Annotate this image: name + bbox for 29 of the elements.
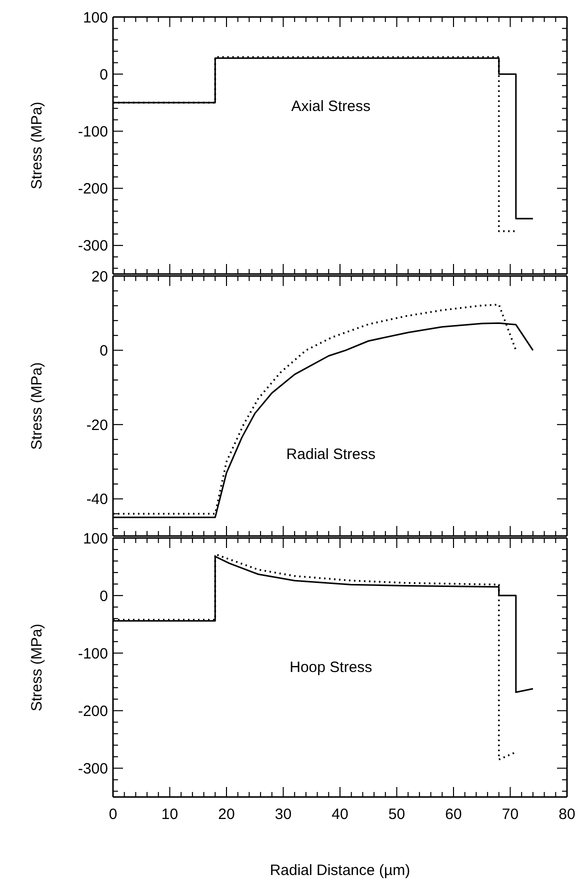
y-tick-label: -200 [78, 702, 108, 720]
x-tick-label: 80 [558, 806, 576, 823]
y-tick-label: -100 [78, 645, 108, 662]
y-tick-label: 100 [82, 530, 108, 548]
y-tick-label: 100 [82, 9, 108, 26]
x-tick-label: 50 [388, 806, 406, 823]
y-tick-label: -200 [78, 180, 108, 198]
y-tick-label: 20 [91, 268, 108, 286]
y-axis-title: Stress (MPa) [28, 624, 46, 712]
annotation: Radial Stress [285, 445, 376, 466]
x-axis-title: Radial Distance (µm) [270, 862, 410, 879]
annotation: Hoop Stress [288, 658, 374, 678]
annotation: Axial Stress [290, 96, 372, 117]
y-tick-label: -300 [78, 760, 108, 778]
y-tick-label: -40 [86, 491, 108, 508]
y-tick-label: 0 [100, 66, 108, 84]
x-tick-label: 40 [332, 806, 348, 823]
x-tick-label: 60 [445, 806, 462, 823]
y-tick-label: 0 [100, 588, 108, 605]
x-tick-label: 70 [502, 806, 519, 823]
x-tick-label: 30 [274, 806, 292, 823]
x-tick-label: 20 [218, 806, 235, 823]
x-tick-label: 10 [161, 806, 178, 823]
y-tick-label: -300 [78, 238, 108, 255]
y-tick-label: -100 [78, 123, 108, 140]
y-axis-title: Stress (MPa) [28, 102, 46, 190]
y-tick-label: 0 [100, 342, 108, 360]
y-tick-label: -20 [86, 416, 108, 434]
y-axis-title: Stress (MPa) [28, 362, 46, 450]
